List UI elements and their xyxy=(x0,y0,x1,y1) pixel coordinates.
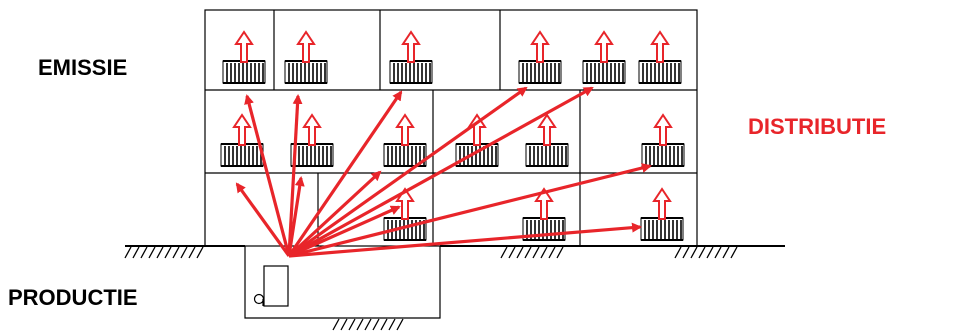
heat-up-arrow-icon xyxy=(651,31,669,63)
radiator-icon xyxy=(284,60,328,84)
radiator-icon xyxy=(389,60,433,84)
radiator-icon xyxy=(383,217,427,241)
boiler-icon xyxy=(253,265,289,307)
heat-up-arrow-icon xyxy=(531,31,549,63)
heat-up-arrow-icon xyxy=(233,114,251,146)
distribution-arrow xyxy=(288,163,652,258)
basement xyxy=(244,246,441,319)
radiator-icon xyxy=(518,60,562,84)
radiator-icon xyxy=(641,143,685,167)
heat-up-arrow-icon xyxy=(654,114,672,146)
radiator-icon xyxy=(455,143,499,167)
distribution-arrow xyxy=(287,90,403,257)
radiator-icon xyxy=(638,60,682,84)
ground-hatch-icon xyxy=(124,246,738,331)
heat-up-arrow-icon xyxy=(538,114,556,146)
radiator-icon xyxy=(582,60,626,84)
radiator-icon xyxy=(220,143,264,167)
radiator-icon xyxy=(290,143,334,167)
label-productie: PRODUCTIE xyxy=(8,285,138,310)
distribution-arrow xyxy=(235,182,291,257)
distribution-arrows xyxy=(235,86,652,258)
distribution-arrow xyxy=(288,86,528,258)
heat-up-arrow-icon xyxy=(653,188,671,220)
distribution-arrow xyxy=(288,222,642,258)
heat-up-arrow-icon xyxy=(396,114,414,146)
distribution-arrow xyxy=(287,170,382,258)
label-distributie: DISTRIBUTIE xyxy=(748,114,887,139)
radiator-icon xyxy=(525,143,569,167)
heat-up-arrow-icon xyxy=(595,31,613,63)
heat-up-arrow-icon xyxy=(303,114,321,146)
radiator-icon xyxy=(640,217,684,241)
radiator-icon xyxy=(222,60,266,84)
distribution-arrow xyxy=(244,94,291,257)
heat-up-arrow-icon xyxy=(235,31,253,63)
building xyxy=(204,9,698,247)
distribution-arrow xyxy=(287,176,305,257)
heat-up-arrow-icon xyxy=(297,31,315,63)
distribution-arrow xyxy=(288,205,401,258)
label-emissie: EMISSIE xyxy=(38,55,128,80)
distribution-arrow xyxy=(287,94,303,257)
heat-up-arrow-icon xyxy=(402,31,420,63)
distribution-arrow xyxy=(288,86,594,258)
